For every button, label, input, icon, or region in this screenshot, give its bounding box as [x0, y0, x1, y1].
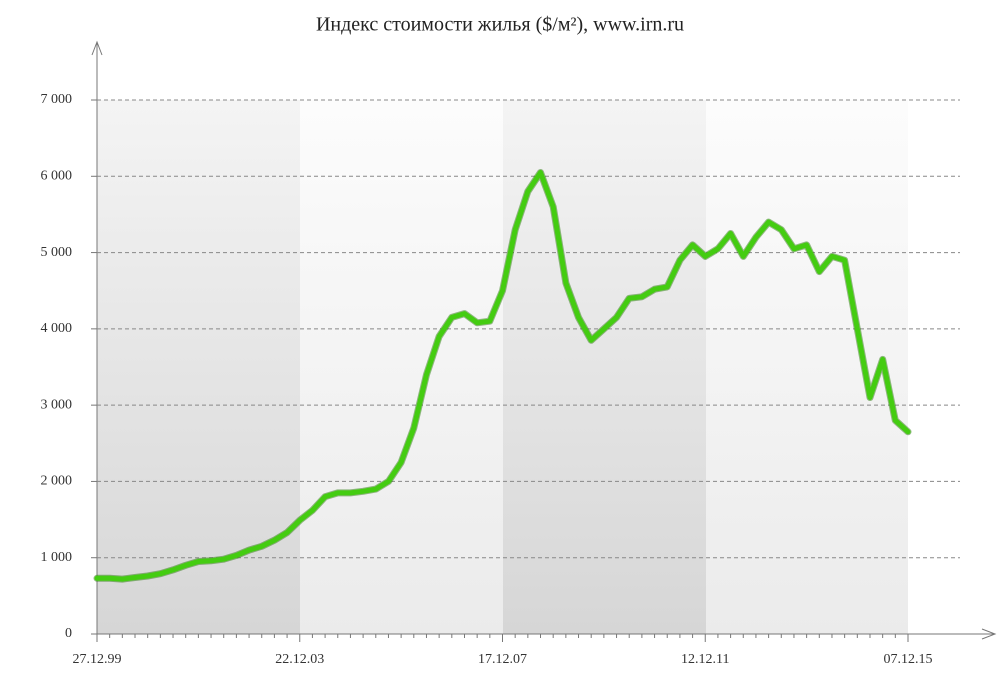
band [706, 100, 908, 634]
y-tick-label: 7 000 [41, 92, 73, 107]
y-tick-label: 0 [65, 626, 72, 641]
y-tick-label: 6 000 [41, 169, 73, 184]
data-line [94, 170, 911, 582]
y-tick-label: 1 000 [41, 550, 73, 565]
band [97, 100, 300, 634]
x-tick-label: 12.12.11 [681, 652, 729, 667]
band [503, 100, 706, 634]
y-tick-label: 3 000 [41, 397, 73, 412]
x-tick-label: 07.12.15 [884, 652, 933, 667]
y-tick-label: 2 000 [41, 474, 73, 489]
y-tick-label: 4 000 [41, 321, 73, 336]
y-tick-label: 5 000 [41, 245, 73, 260]
x-tick-label: 27.12.99 [73, 652, 122, 667]
axis-arrow [91, 40, 103, 56]
x-tick-label: 22.12.03 [275, 652, 324, 667]
band [300, 100, 503, 634]
axis-arrow [981, 628, 997, 640]
x-tick-label: 17.12.07 [478, 652, 527, 667]
chart-title: Индекс стоимости жилья ($/м²), www.irn.r… [316, 14, 684, 36]
